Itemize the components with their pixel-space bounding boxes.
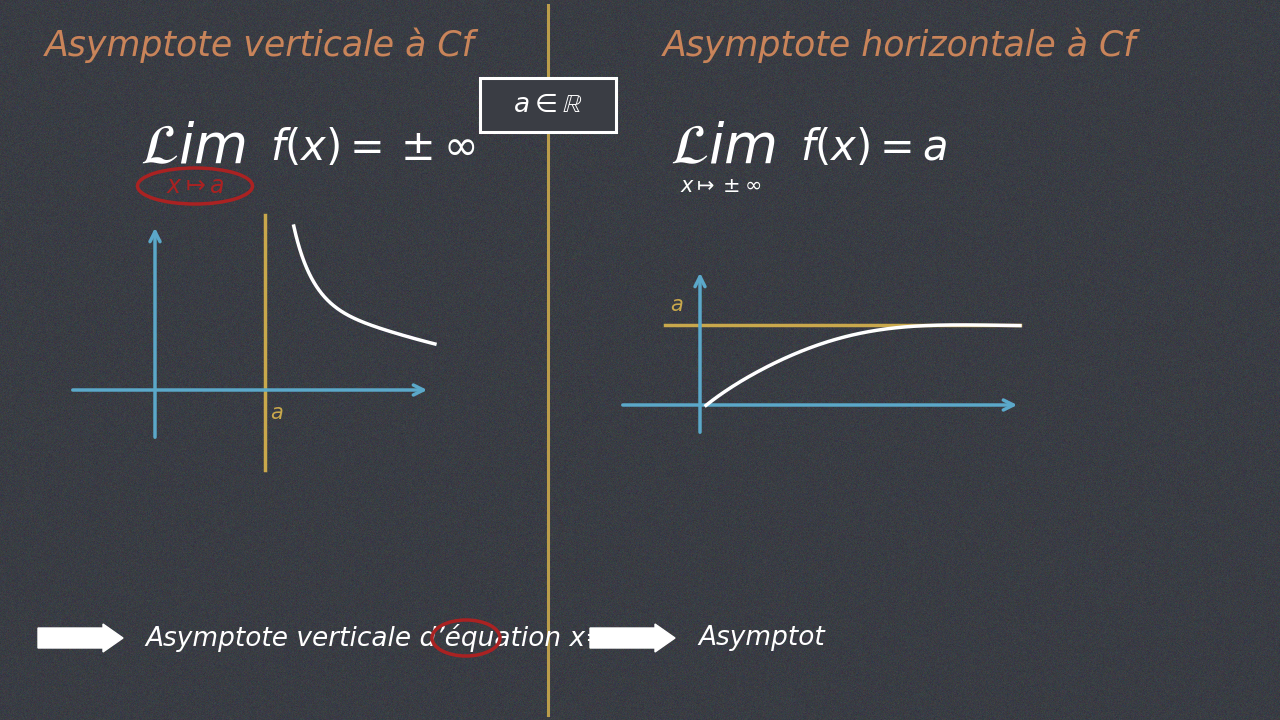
Text: $x \mapsto a$: $x \mapsto a$ <box>165 174 224 198</box>
FancyArrow shape <box>38 624 123 652</box>
Text: $\mathcal{L}im$: $\mathcal{L}im$ <box>669 122 776 174</box>
Text: Asymptote verticale à Cf: Asymptote verticale à Cf <box>45 27 475 63</box>
Text: $a \in \mathbb{R}$: $a \in \mathbb{R}$ <box>513 92 582 118</box>
FancyArrow shape <box>590 624 675 652</box>
Text: Asymptot: Asymptot <box>698 625 824 651</box>
Text: Asymptote horizontale à Cf: Asymptote horizontale à Cf <box>663 27 1137 63</box>
Text: $f(x) = \pm\infty$: $f(x) = \pm\infty$ <box>270 127 476 169</box>
Text: $\mathcal{L}im$: $\mathcal{L}im$ <box>140 122 246 174</box>
FancyBboxPatch shape <box>480 78 616 132</box>
Text: a: a <box>270 403 283 423</box>
Text: $f(x) = a$: $f(x) = a$ <box>800 127 947 169</box>
Text: a: a <box>669 295 682 315</box>
Text: $x \mapsto \pm\infty$: $x \mapsto \pm\infty$ <box>680 176 762 196</box>
Text: Asymptote verticale d’équation x=a: Asymptote verticale d’équation x=a <box>145 624 623 652</box>
